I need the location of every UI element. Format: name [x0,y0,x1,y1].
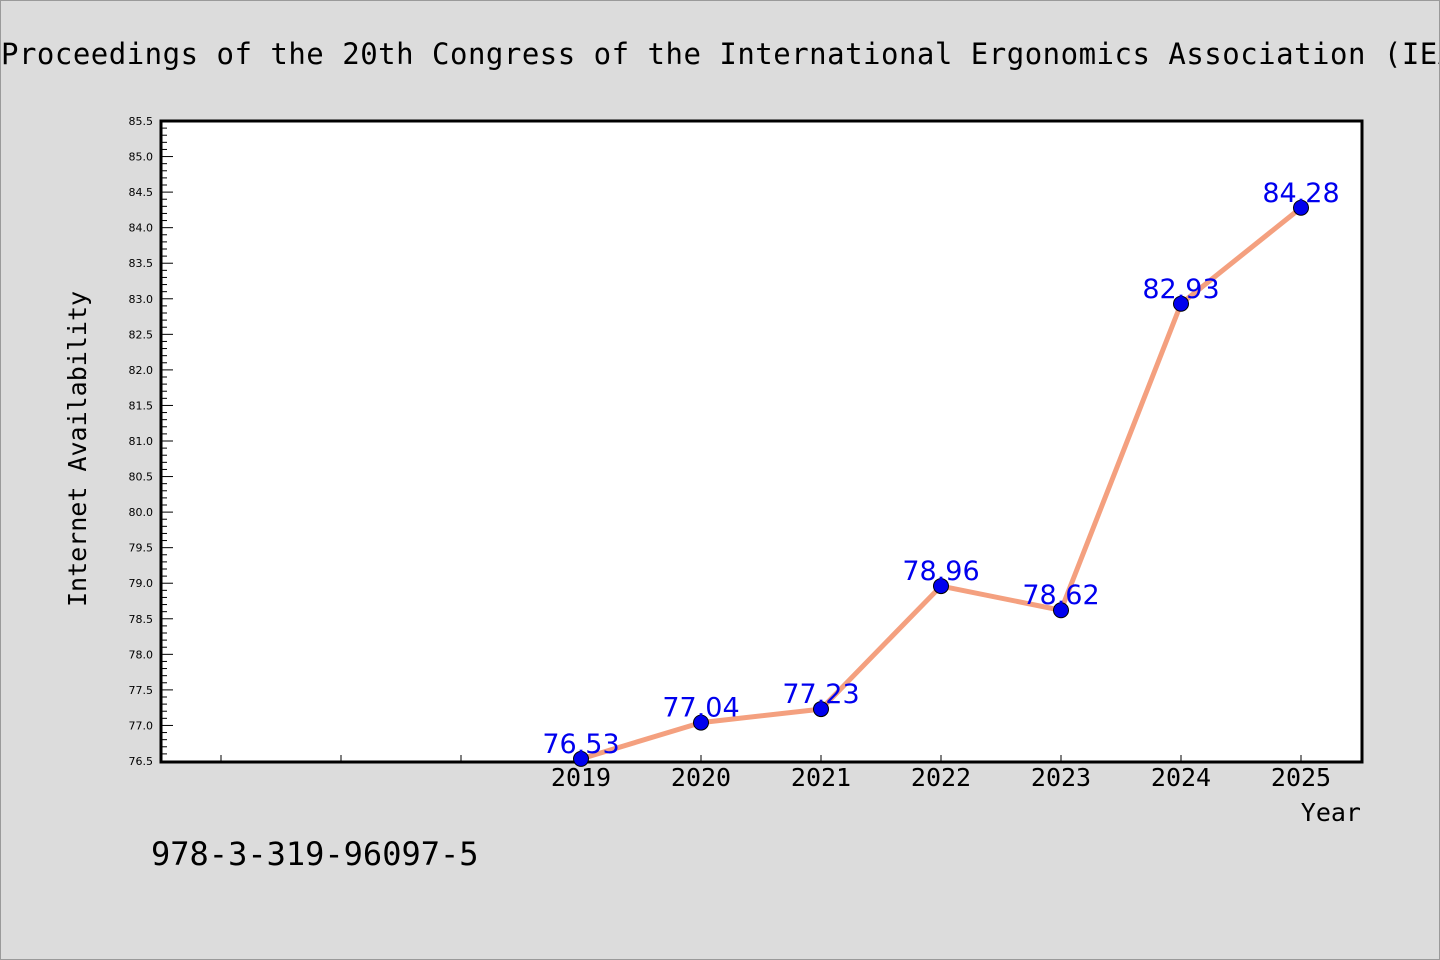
x-axis-label: Year [1301,798,1361,827]
y-tick-label: 80.0 [129,506,154,519]
plot-area [159,119,1364,764]
y-axis-label: Internet Availability [63,291,92,607]
data-label: 77.23 [782,679,859,710]
data-label: 77.04 [662,693,739,724]
x-tick-label: 2019 [551,763,611,792]
y-tick-label: 78.0 [129,648,154,661]
data-point [933,578,949,595]
y-tick-label: 83.0 [129,293,154,306]
data-label: 78.96 [902,556,979,587]
data-point [1293,199,1309,216]
data-label: 78.62 [1022,580,1099,611]
y-tick-label: 77.0 [129,719,154,732]
y-tick-label: 80.5 [129,471,154,484]
data-point [573,750,589,767]
x-axis: 2019 2020 2021 2022 2023 2024 2025 [220,755,1331,792]
y-tick-label: 76.5 [129,755,154,768]
y-tick-label: 79.5 [129,542,154,555]
series-group: 76.53 77.04 77.23 78.96 78.62 82.93 84.28 [542,178,1340,767]
data-point [693,714,709,731]
y-tick-label: 81.0 [129,435,154,448]
y-tick-label: 78.5 [129,613,154,626]
x-tick-label: 2023 [1031,763,1091,792]
y-axis: 76.5 77.0 77.5 78.0 78.5 79.0 79.5 80.0 80.5 81.0… [129,115,173,768]
y-tick-label: 77.5 [129,684,154,697]
y-tick-label: 81.5 [129,399,154,412]
data-point [813,701,829,718]
y-tick-label: 84.5 [129,186,154,199]
y-tick-label: 84.0 [129,222,154,235]
data-label: 76.53 [542,729,619,760]
x-tick-label: 2024 [1151,763,1211,792]
y-tick-label: 83.5 [129,257,154,270]
y-tick-label: 85.5 [129,115,154,128]
data-label: 84.28 [1262,178,1339,209]
chart-title: Proceedings of the 20th Congress of the … [1,37,1440,71]
y-tick-label: 85.0 [129,151,154,164]
isbn-text: 978-3-319-96097-5 [151,835,479,873]
x-tick-label: 2020 [671,763,731,792]
data-point [1053,602,1069,619]
y-tick-label: 82.0 [129,364,154,377]
data-label: 82.93 [1142,274,1219,305]
x-tick-label: 2021 [791,763,851,792]
y-tick-label: 82.5 [129,328,154,341]
data-point [1173,295,1189,312]
y-tick-label: 79.0 [129,577,154,590]
x-tick-label: 2022 [911,763,971,792]
x-tick-label: 2025 [1271,763,1331,792]
